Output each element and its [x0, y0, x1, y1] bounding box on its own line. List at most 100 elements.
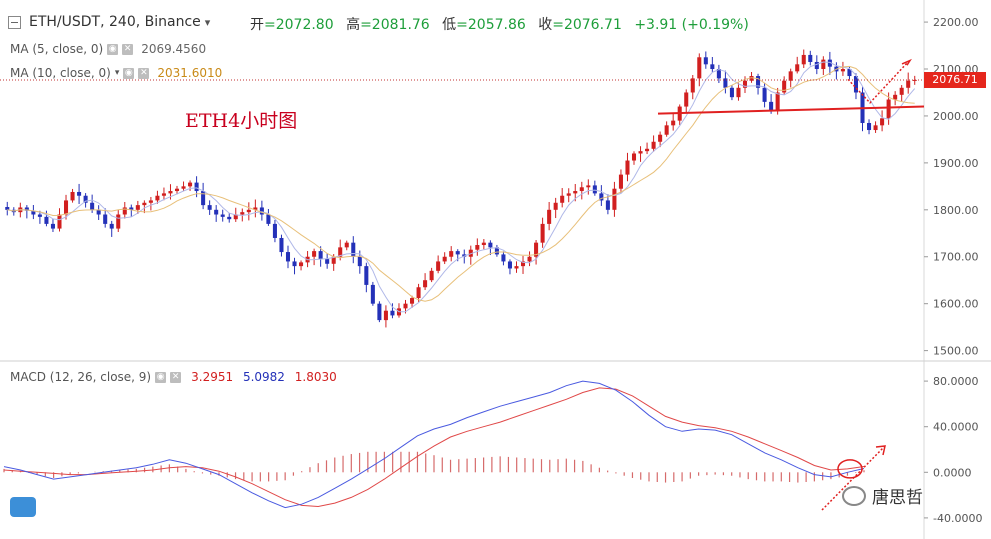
macd-tick-label: 40.0000	[933, 421, 979, 434]
close-value: =2076.71	[552, 17, 622, 33]
high-value: =2081.76	[360, 17, 430, 33]
candle-body	[188, 182, 193, 187]
arrow-head-icon	[901, 58, 912, 66]
last-price-tag: 2076.71	[924, 71, 986, 88]
candle-body	[155, 195, 160, 201]
macd-legend[interactable]: MACD (12, 26, close, 9) ◉ ✕ 3.2951 5.098…	[10, 370, 337, 384]
candle-body	[840, 69, 845, 72]
candle-body	[605, 200, 610, 210]
signal-value: 5.0982	[242, 370, 285, 384]
candle-body	[599, 193, 604, 201]
candle-body	[390, 310, 395, 316]
support-trendline	[657, 105, 925, 115]
close-icon[interactable]: ✕	[122, 43, 134, 55]
candle-body	[703, 57, 708, 65]
candle-body	[259, 207, 264, 215]
ma5-line	[7, 61, 916, 313]
ma5-legend[interactable]: MA (5, close, 0) ◉ ✕ 2069.4560	[10, 42, 206, 56]
price-tick-label: 1800.00	[933, 204, 979, 217]
candle-body	[201, 191, 206, 206]
candle-body	[142, 202, 147, 206]
eye-icon[interactable]: ◉	[123, 67, 135, 79]
candle-body	[338, 247, 343, 257]
candle-body	[148, 200, 153, 203]
candle-body	[246, 209, 251, 213]
candle-body	[893, 94, 898, 100]
close-icon[interactable]: ✕	[138, 67, 150, 79]
price-tick-label: 1900.00	[933, 157, 979, 170]
candle-body	[867, 122, 872, 131]
candle-body	[573, 191, 578, 194]
chevron-down-icon[interactable]: ▾	[114, 68, 120, 78]
candle-body	[266, 214, 271, 224]
candle-body	[122, 207, 127, 215]
ma10-legend[interactable]: MA (10, close, 0) ▾ ◉ ✕ 2031.6010	[10, 66, 222, 80]
candle-body	[749, 76, 754, 81]
macd-value: 3.2951	[191, 370, 234, 384]
candle-body	[821, 59, 826, 70]
macd-tick-label: 0.0000	[933, 466, 972, 479]
candle-body	[808, 54, 813, 62]
macd-forecast-arrow	[821, 446, 885, 511]
candle-body	[690, 78, 695, 93]
eye-icon[interactable]: ◉	[155, 371, 167, 383]
candle-body	[96, 209, 101, 215]
candle-body	[769, 101, 774, 112]
hist-value: 1.8030	[294, 370, 337, 384]
candle-body	[220, 214, 225, 217]
candle-body	[462, 254, 467, 257]
candle-body	[475, 245, 480, 250]
eye-icon[interactable]: ◉	[107, 43, 119, 55]
candle-body	[285, 252, 291, 262]
ma5-label: MA (5, close, 0)	[10, 42, 104, 56]
candle-body	[194, 182, 199, 192]
candle-body	[357, 256, 362, 267]
candle-body	[331, 256, 336, 264]
candle-body	[416, 287, 421, 299]
symbol-header[interactable]: ETH/USDT, 240, Binance ▾	[8, 14, 210, 30]
candle-body	[63, 200, 69, 215]
candle-body	[83, 195, 88, 203]
candle-body	[618, 174, 623, 189]
candle-body	[161, 193, 166, 196]
chevron-down-icon[interactable]: ▾	[204, 15, 211, 29]
candle-body	[253, 207, 258, 210]
ma10-value: 2031.6010	[157, 66, 223, 80]
candle-body	[135, 205, 140, 210]
candle-body	[873, 125, 878, 131]
candle-body	[168, 191, 173, 194]
candle-body	[501, 254, 506, 262]
candle-body	[325, 259, 330, 264]
ma5-value: 2069.4560	[141, 42, 207, 56]
candle-body	[592, 185, 597, 194]
candle-body	[442, 256, 447, 262]
candle-body	[658, 134, 663, 142]
candle-body	[906, 80, 911, 88]
low-value: =2057.86	[456, 17, 526, 33]
ohlc-readout: 开=2072.80 高=2081.76 低=2057.86 收=2076.71 …	[250, 14, 757, 34]
ma10-line	[7, 65, 915, 302]
candle-body	[762, 87, 767, 102]
candle-body	[292, 261, 297, 267]
candle-body	[507, 261, 512, 269]
low-key: 低	[442, 17, 457, 33]
candle-body	[716, 69, 721, 79]
macd-values: 3.2951 5.0982 1.8030	[185, 370, 337, 384]
candle-body	[853, 76, 859, 93]
candle-body	[664, 125, 669, 135]
candle-body	[579, 187, 584, 192]
candle-body	[31, 210, 36, 215]
candle-body	[827, 59, 832, 67]
candle-body	[116, 214, 121, 229]
arrow-head-icon	[875, 445, 886, 456]
close-icon[interactable]: ✕	[170, 371, 182, 383]
candle-body	[553, 202, 558, 210]
watermark-text: 唐思哲	[872, 488, 923, 508]
watermark: 唐思哲	[842, 483, 923, 508]
candle-body	[344, 242, 349, 248]
collapse-icon[interactable]	[8, 15, 21, 29]
candle-body	[279, 237, 284, 253]
macd-signal-line	[3, 387, 865, 508]
